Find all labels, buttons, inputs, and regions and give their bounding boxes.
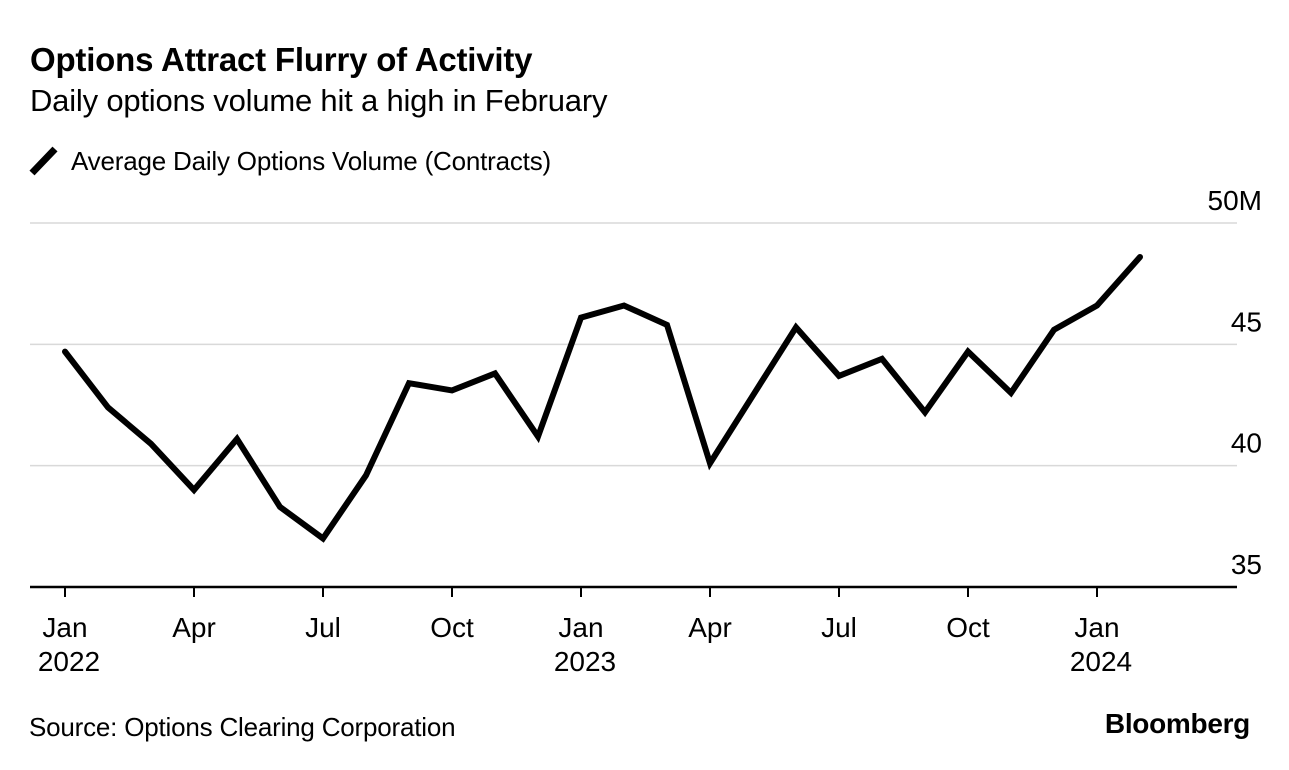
page-subtitle: Daily options volume hit a high in Febru… xyxy=(30,83,608,118)
legend: Average Daily Options Volume (Contracts) xyxy=(29,144,551,178)
x-tick-label: Oct xyxy=(430,612,474,643)
x-tick-year-label: 2024 xyxy=(1070,646,1132,677)
x-tick-label: Jan xyxy=(1074,612,1119,643)
bloomberg-logo: Bloomberg xyxy=(1104,708,1250,739)
y-tick-label: 50M xyxy=(1208,185,1262,216)
source-note: Source: Options Clearing Corporation xyxy=(29,712,456,742)
x-tick-label: Apr xyxy=(172,612,216,643)
x-tick-year-label: 2022 xyxy=(38,646,100,677)
y-tick-label: 40 xyxy=(1231,428,1262,459)
x-tick-year-label: 2023 xyxy=(554,646,616,677)
x-tick-label: Jan xyxy=(558,612,603,643)
y-tick-label: 45 xyxy=(1231,306,1262,337)
x-tick-label: Jan xyxy=(42,612,87,643)
x-tick-label: Jul xyxy=(821,612,857,643)
data-line xyxy=(62,253,1143,543)
y-tick-label: 35 xyxy=(1231,549,1262,580)
x-tick-label: Oct xyxy=(946,612,990,643)
x-tick-label: Apr xyxy=(688,612,732,643)
x-tick-label: Jul xyxy=(305,612,341,643)
page-title: Options Attract Flurry of Activity xyxy=(30,41,533,78)
line-series-icon xyxy=(29,146,58,176)
legend-label: Average Daily Options Volume (Contracts) xyxy=(71,145,551,176)
